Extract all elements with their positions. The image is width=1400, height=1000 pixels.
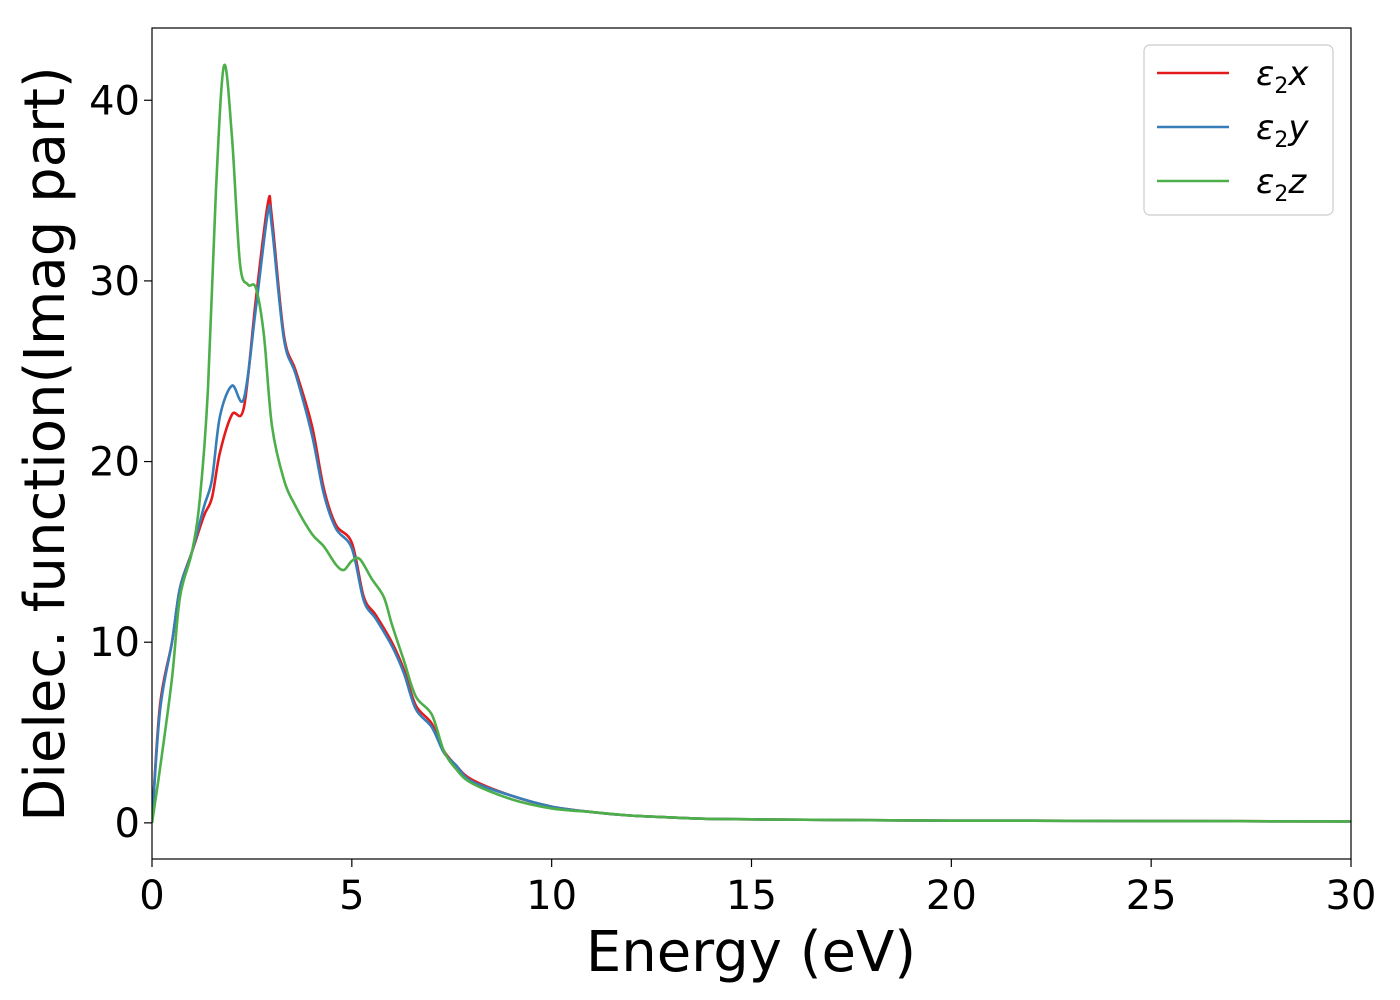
x-tick-label: 20 xyxy=(926,873,977,919)
y-tick-label: 0 xyxy=(115,801,140,847)
x-tick-label: 10 xyxy=(526,873,577,919)
x-axis-title: Energy (eV) xyxy=(586,920,916,985)
y-tick-label: 10 xyxy=(89,620,140,666)
x-axis-ticks: 0 5 10 15 20 25 30 xyxy=(139,859,1376,919)
x-tick-label: 15 xyxy=(726,873,777,919)
x-tick-label: 0 xyxy=(139,873,164,919)
legend-label-z: ε2z xyxy=(1256,162,1307,207)
legend: ε2x ε2y ε2z xyxy=(1143,44,1334,216)
legend-box xyxy=(1143,44,1334,216)
y-axis-title: Dielec. function(Imag part) xyxy=(13,66,78,822)
series-group xyxy=(152,63,1351,824)
y-tick-label: 30 xyxy=(89,259,140,305)
x-tick-label: 5 xyxy=(339,873,364,919)
x-tick-label: 25 xyxy=(1126,873,1177,919)
series-line-z xyxy=(152,63,1351,824)
y-tick-label: 20 xyxy=(89,440,140,486)
legend-label-x: ε2x xyxy=(1256,54,1309,99)
y-tick-label: 40 xyxy=(89,78,140,124)
x-tick-label: 30 xyxy=(1326,873,1377,919)
y-axis-ticks: 0 10 20 30 40 xyxy=(89,78,152,847)
legend-label-y: ε2y xyxy=(1256,108,1309,153)
